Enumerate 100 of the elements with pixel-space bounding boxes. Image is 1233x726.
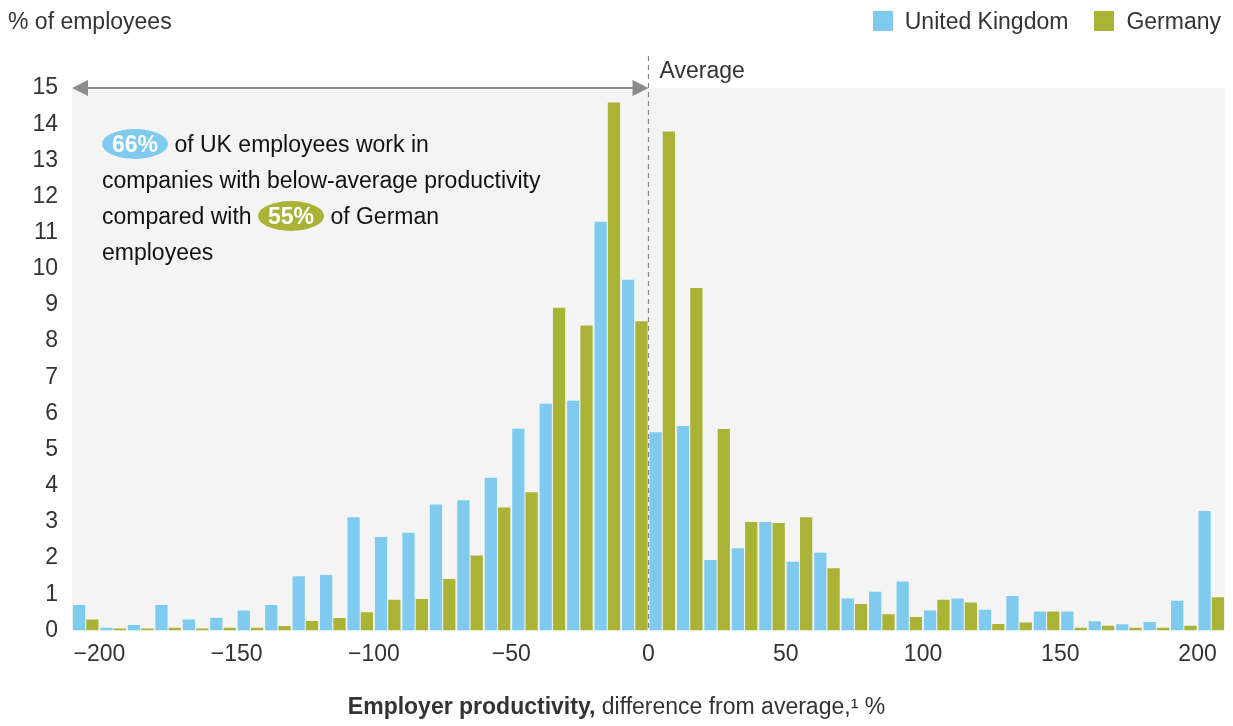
bar [814,552,827,631]
bar [360,612,374,631]
bar [1061,611,1074,631]
y-tick-label: 13 [32,145,58,172]
bar [882,614,895,631]
legend-label: Germany [1126,8,1221,34]
bar [841,598,854,631]
bar [278,626,291,631]
y-tick-label: 1 [45,579,58,606]
bar [854,604,868,631]
y-tick-label: 0 [45,615,58,642]
bar [512,428,525,631]
y-tick-label: 8 [45,326,58,353]
y-tick-label: 11 [34,217,58,244]
bar [415,598,428,631]
bar [320,575,333,631]
bar [621,279,635,631]
y-tick-label: 2 [45,543,58,570]
y-tick-label: 14 [32,109,59,136]
bar [333,618,346,631]
y-tick-label: 15 [32,73,58,100]
y-tick-label: 7 [45,362,58,389]
bar [1171,600,1184,631]
bar [635,321,648,631]
bar [717,428,730,631]
bar [1019,622,1032,631]
text: 66% of UK employees work in companies with below-average productivity compared with 55% of German employees [102,131,541,265]
x-tick-label: −50 [491,639,531,666]
bar [567,400,580,631]
y-tick-label: 12 [32,181,58,208]
bar [292,576,305,631]
y-tick-label: 9 [45,290,58,317]
bar [265,605,278,631]
bar [992,623,1005,631]
bar [429,504,443,631]
y-tick-label: 10 [32,254,58,281]
bar [594,221,607,631]
bar [402,532,415,631]
bar [484,477,497,631]
bar [1198,511,1211,631]
bar [731,548,745,631]
bar [305,621,319,631]
bar [72,605,86,631]
bar [937,599,950,631]
bar [676,426,690,631]
bar [964,602,977,631]
ref-line-label: Average [659,56,745,83]
x-tick-label: −150 [210,639,263,666]
bar [457,500,470,631]
bar [1143,622,1156,631]
x-tick-label: 100 [903,639,943,666]
bar [539,403,552,631]
bar [869,591,882,631]
bar [525,492,538,631]
bar [745,521,758,631]
bar [443,579,456,631]
bar [182,619,195,631]
bar [923,610,937,631]
bar [1116,624,1129,631]
y-axis-title: % of employees [8,8,172,35]
bar [86,619,99,631]
bar [237,610,250,631]
bar [127,624,141,631]
y-tick-label: 4 [45,471,59,498]
bar [1006,596,1019,631]
x-tick-label: 150 [1041,639,1080,666]
bar [772,523,785,631]
bar [1184,625,1197,631]
x-axis-title: Employer productivity, difference from average,¹ % [347,693,886,719]
bar [1088,621,1101,631]
bar [470,555,483,631]
bar [978,609,992,631]
x-tick-label: 200 [1178,639,1217,666]
bar [374,537,388,631]
bar [896,581,909,631]
bar [786,561,799,631]
bar [800,517,813,631]
legend-label: United Kingdom [904,8,1069,34]
bar [951,598,964,631]
bar [155,605,168,631]
bar [1047,611,1060,631]
y-tick-label: 6 [45,398,58,425]
bar [388,599,401,631]
bar [1211,597,1225,631]
bar [210,617,223,631]
bar [690,287,703,631]
bar [1033,611,1047,631]
bar [552,307,566,631]
bar [649,432,662,631]
bar [347,517,360,631]
x-tick-label: −100 [348,639,400,666]
bar [759,521,772,631]
x-tick-label: 50 [772,639,799,666]
bar [607,102,621,631]
bar [580,325,593,631]
x-tick-label: 0 [642,639,655,666]
bar [909,617,923,631]
bar [827,568,840,631]
y-tick-label: 3 [45,507,58,534]
bar [704,559,717,631]
